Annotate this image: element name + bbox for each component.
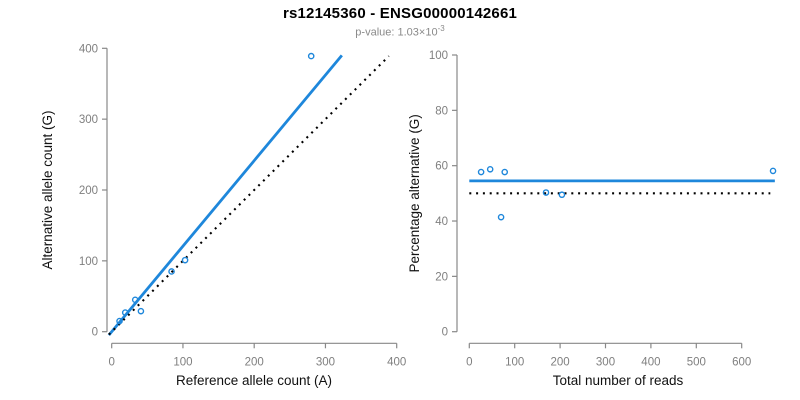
x-tick-label: 300 xyxy=(596,356,615,368)
data-point xyxy=(486,165,494,173)
y-axis-title: Alternative allele count (G) xyxy=(40,110,55,269)
y-tick-label: 300 xyxy=(79,114,98,126)
regression-line xyxy=(107,54,343,336)
data-point xyxy=(121,309,129,316)
y-tick-label: 80 xyxy=(435,105,448,117)
y-tick-label: 200 xyxy=(79,185,98,197)
x-tick-label: 200 xyxy=(245,356,264,368)
y-tick-label: 0 xyxy=(442,327,448,339)
data-point xyxy=(558,191,566,199)
data-point xyxy=(137,307,145,315)
y-tick-label: 0 xyxy=(92,327,98,339)
y-tick-label: 20 xyxy=(435,271,448,283)
x-tick-label: 400 xyxy=(387,356,406,368)
x-tick-label: 100 xyxy=(173,356,192,368)
data-point xyxy=(542,189,550,196)
x-tick-label: 100 xyxy=(505,356,524,368)
data-point xyxy=(181,256,189,264)
p-value-subtitle: p-value: 1.03×10-3 xyxy=(0,24,800,39)
data-point xyxy=(477,168,485,176)
data-point xyxy=(168,268,175,275)
data-point xyxy=(497,213,505,221)
p-value-text: p-value: 1.03×10 xyxy=(355,26,438,39)
y-tick-label: 60 xyxy=(435,161,448,173)
p-value-exponent: -3 xyxy=(437,24,445,33)
data-point xyxy=(501,168,509,176)
data-point xyxy=(769,167,777,175)
y-tick-label: 40 xyxy=(435,216,448,228)
x-axis-title: Total number of reads xyxy=(553,373,684,388)
y-tick-label: 100 xyxy=(429,50,448,62)
x-tick-label: 200 xyxy=(551,356,570,368)
x-axis-title: Reference allele count (A) xyxy=(176,373,332,388)
x-tick-label: 300 xyxy=(316,356,335,368)
x-tick-label: 400 xyxy=(641,356,660,368)
x-tick-label: 500 xyxy=(687,356,706,368)
x-tick-label: 0 xyxy=(108,356,114,368)
y-tick-label: 100 xyxy=(79,256,98,268)
x-tick-label: 0 xyxy=(466,356,472,368)
identity-line xyxy=(108,55,390,336)
figure-title: rs12145360 - ENSG00000142661 xyxy=(282,5,518,22)
y-axis-title: Percentage alternative (G) xyxy=(407,114,422,272)
data-point xyxy=(131,296,139,304)
x-tick-label: 600 xyxy=(732,356,751,368)
y-tick-label: 400 xyxy=(79,43,98,55)
data-point xyxy=(307,52,315,60)
data-point xyxy=(116,317,123,325)
